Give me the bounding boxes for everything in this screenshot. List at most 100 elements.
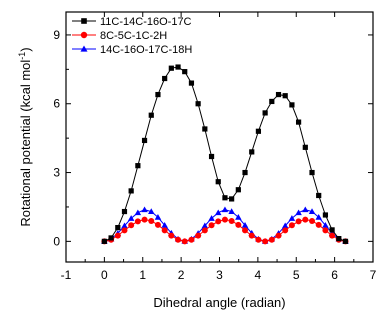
series-3-point [208,215,215,221]
series-2-point [134,218,141,225]
series-3-point [288,215,296,221]
series-2-point [228,217,235,224]
series-3-point [214,209,222,216]
y-axis-title-main: Rotational potential (kcal mol [18,60,33,227]
series-1-point [309,169,315,176]
series-1-point [262,110,268,116]
series-2-point [315,221,322,228]
series-3-point [134,209,142,216]
series-1-point [168,65,174,71]
series-1-point [322,212,329,218]
series-1-point [101,238,107,244]
series-2-point [302,216,309,223]
series-3-point [154,214,162,220]
series-3-point [322,222,329,228]
series-2-point [221,216,228,223]
series-2-point [181,238,188,245]
x-axis-title: Dihedral angle (radian) [153,295,285,310]
series-2-point [309,217,316,224]
series-1-point [235,187,241,193]
series-2-point [148,217,155,224]
series-1-point [295,119,302,125]
series-2-point [295,218,302,225]
series-2-point [268,236,275,243]
tick-labels: -1 0 1 2 3 4 5 6 7 0 3 6 9 [53,28,376,282]
series-2-point [128,222,135,229]
x-tick-label-7: 6 [331,268,338,282]
series-3-point [161,222,168,228]
series-1-point [215,179,221,185]
x-tick-label-6: 5 [293,268,300,282]
series-3-point [235,214,242,220]
series-1-point [329,227,335,233]
series-1-point [282,93,288,99]
legend-marker-3 [80,45,88,52]
series-2-point [208,222,215,229]
series-3-point [121,222,128,229]
series-3-point [148,208,155,214]
series-3-point [295,209,302,216]
series-2-point [215,218,222,225]
series-1-point [182,69,188,75]
series-3-point [302,206,309,213]
series-1-point [155,91,161,98]
series-1-point [175,64,181,70]
series-2-point [175,236,182,243]
series-1-point [188,80,195,86]
series-1-point [229,196,235,202]
series-3-point [281,222,289,229]
series-2-point [288,222,295,229]
series-1-point [222,195,228,201]
series-2-point [255,236,262,243]
y-tick-label-1: 3 [53,166,60,180]
series-2-point [154,221,161,228]
y-axis-title: Rotational potential (kcal mol-1) [17,47,33,226]
series-1-point [195,101,201,107]
series-2-point [322,227,329,234]
series-2-point [275,232,282,239]
x-tick-label-0: -1 [61,268,72,282]
series-2-point [242,227,249,234]
series-1-point [242,169,248,176]
x-tick-label-3: 2 [178,268,185,282]
series-1-point [135,163,141,169]
series-3-point [141,206,148,213]
series-3-point [201,222,209,229]
series-1-point [342,238,349,244]
legend-marker-2 [80,31,88,39]
legend-label-2: 8C-5C-1C-2H [100,30,167,42]
series-1-point [115,224,121,231]
series-1-point [289,102,295,108]
series-3-point [241,222,249,228]
series-2-point [329,232,336,239]
x-tick-label-1: 0 [101,268,108,282]
series-2-point [141,216,148,223]
series-1-point [302,144,308,150]
series-2-line [104,219,346,242]
series-3-point [315,214,322,220]
x-tick-label-5: 4 [255,268,262,282]
series-1-point [269,98,275,105]
legend-label-3: 14C-16O-17C-18H [100,44,192,56]
series-3-point [308,208,316,214]
series-1-point [141,137,148,144]
series-1-point [336,236,342,242]
legend: 11C-14C-16O-17C 8C-5C-1C-2H 14C-16O-17C-18… [72,16,192,56]
y-axis-title-end: ) [18,47,33,51]
series-1-point [148,112,154,118]
y-axis-title-superscript: -1 [17,52,27,60]
series-2-point [262,238,269,245]
series-3 [101,206,349,244]
y-tick-label-0: 0 [53,234,60,248]
series-layer [101,64,349,245]
x-tick-label-8: 7 [370,268,377,282]
series-1-point [208,153,215,160]
x-tick-label-4: 3 [216,268,223,282]
series-2-point [121,227,128,234]
series-2-point [248,232,255,239]
series-2-point [235,221,242,228]
series-2-point [201,227,208,234]
series-1-point [275,91,282,98]
legend-marker-1 [81,18,87,24]
